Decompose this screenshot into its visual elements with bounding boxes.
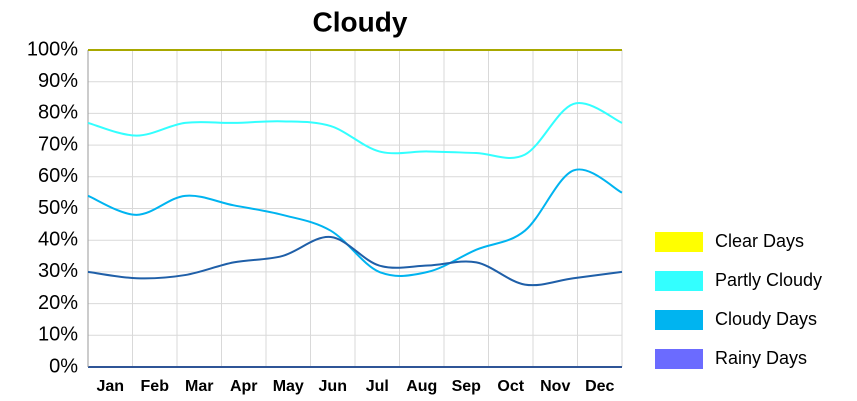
x-tick-label: Jul: [366, 378, 389, 395]
x-tick-label: Nov: [540, 378, 570, 395]
x-tick-label: Feb: [141, 378, 170, 395]
series-line: [87, 236, 623, 287]
x-tick-label: May: [273, 378, 304, 395]
x-tick-label: Jun: [319, 378, 347, 395]
y-tick-label: 20%: [38, 292, 78, 314]
y-tick-label: 70%: [38, 133, 78, 155]
y-tick-label: 100%: [27, 38, 78, 60]
y-tick-label: 80%: [38, 102, 78, 124]
legend-label: Cloudy Days: [715, 309, 817, 329]
series-line: [87, 168, 623, 277]
series-line: [87, 102, 623, 159]
x-tick-label: Mar: [185, 378, 213, 395]
x-tick-label: Apr: [230, 378, 258, 395]
legend-swatch: [655, 310, 703, 330]
x-tick-label: Oct: [497, 378, 524, 395]
y-tick-label: 40%: [38, 228, 78, 250]
legend-swatch: [655, 271, 703, 291]
y-tick-label: 10%: [38, 324, 78, 346]
chart-title: Cloudy: [313, 6, 408, 37]
x-tick-label: Aug: [406, 378, 437, 395]
x-tick-label: Sep: [452, 378, 482, 395]
y-tick-label: 30%: [38, 260, 78, 282]
legend-swatch: [655, 349, 703, 369]
y-tick-label: 90%: [38, 70, 78, 92]
legend-label: Rainy Days: [715, 348, 807, 368]
legend-swatch: [655, 232, 703, 252]
x-tick-label: Dec: [585, 378, 614, 395]
legend-label: Clear Days: [715, 231, 804, 251]
legend-label: Partly Cloudy: [715, 270, 822, 290]
y-tick-label: 50%: [38, 197, 78, 219]
y-tick-label: 60%: [38, 165, 78, 187]
y-tick-label: 0%: [49, 355, 78, 377]
x-tick-label: Jan: [96, 378, 124, 395]
